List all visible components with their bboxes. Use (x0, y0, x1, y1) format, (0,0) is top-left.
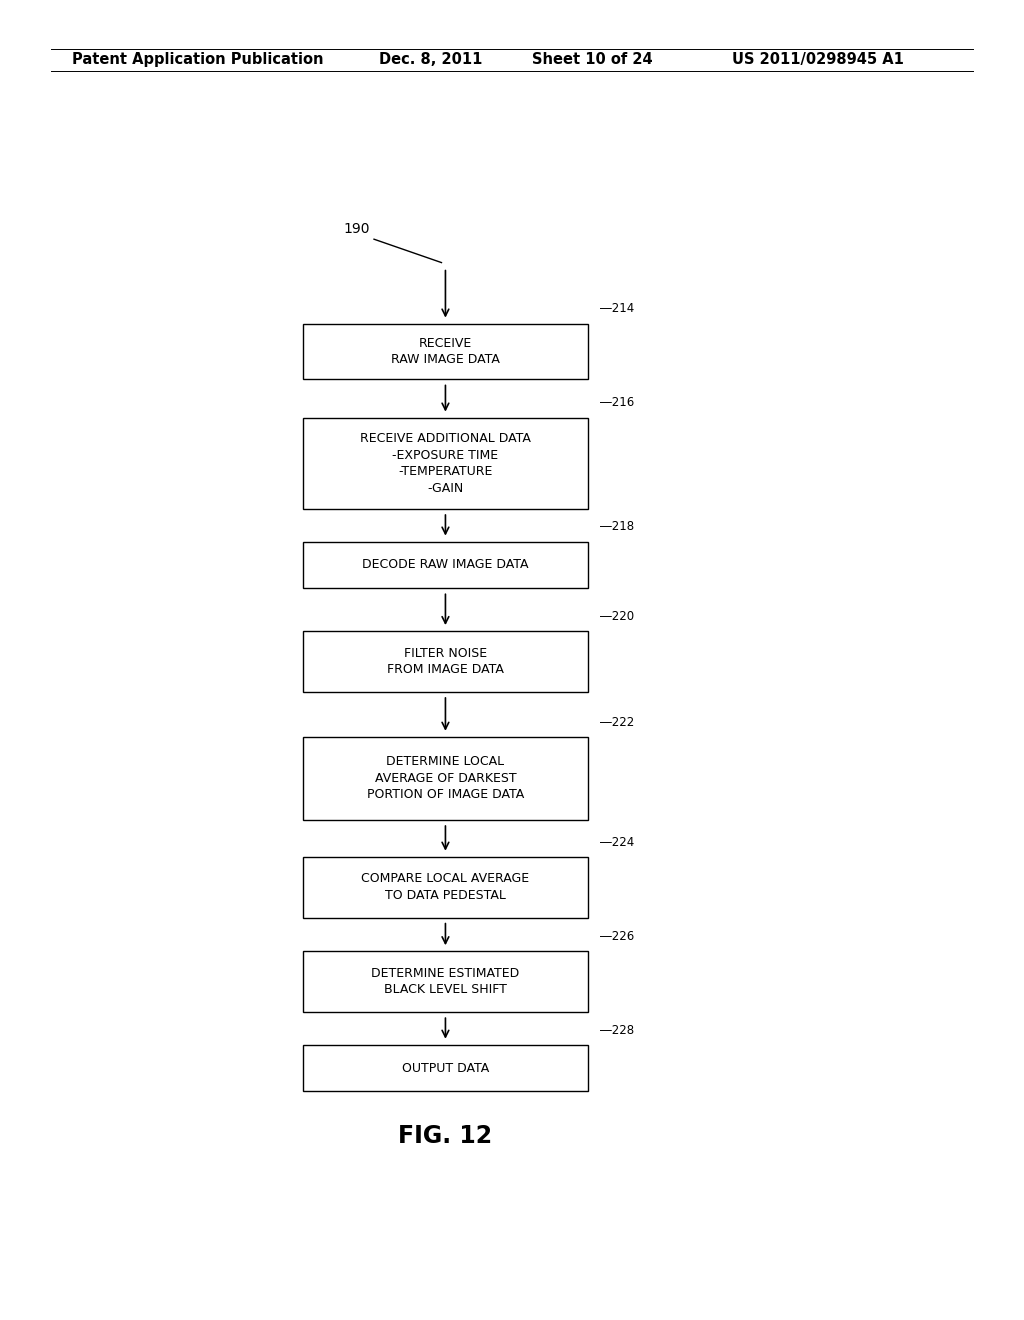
Bar (303, 323, 588, 379)
Bar (303, 417, 588, 510)
Text: ―226: ―226 (600, 931, 635, 942)
Text: COMPARE LOCAL AVERAGE
TO DATA PEDESTAL: COMPARE LOCAL AVERAGE TO DATA PEDESTAL (361, 873, 529, 902)
Text: DETERMINE ESTIMATED
BLACK LEVEL SHIFT: DETERMINE ESTIMATED BLACK LEVEL SHIFT (372, 968, 519, 997)
Bar (303, 541, 588, 589)
Text: ―214: ―214 (600, 302, 635, 315)
Text: OUTPUT DATA: OUTPUT DATA (401, 1061, 489, 1074)
Bar (303, 631, 588, 692)
Text: FIG. 12: FIG. 12 (398, 1125, 493, 1148)
Text: ―224: ―224 (600, 836, 635, 849)
Bar (303, 737, 588, 820)
Text: Dec. 8, 2011: Dec. 8, 2011 (379, 51, 482, 67)
Text: DETERMINE LOCAL
AVERAGE OF DARKEST
PORTION OF IMAGE DATA: DETERMINE LOCAL AVERAGE OF DARKEST PORTI… (367, 755, 524, 801)
Text: ―218: ―218 (600, 520, 634, 533)
Text: US 2011/0298945 A1: US 2011/0298945 A1 (732, 51, 904, 67)
Text: ―228: ―228 (600, 1023, 634, 1036)
Bar (303, 1044, 588, 1092)
Text: FILTER NOISE
FROM IMAGE DATA: FILTER NOISE FROM IMAGE DATA (387, 647, 504, 676)
Bar (303, 857, 588, 917)
Text: Sheet 10 of 24: Sheet 10 of 24 (532, 51, 653, 67)
Text: RECEIVE ADDITIONAL DATA
-EXPOSURE TIME
-TEMPERATURE
-GAIN: RECEIVE ADDITIONAL DATA -EXPOSURE TIME -… (360, 432, 530, 495)
Text: ―220: ―220 (600, 610, 634, 623)
Text: DECODE RAW IMAGE DATA: DECODE RAW IMAGE DATA (362, 558, 528, 572)
Text: ―222: ―222 (600, 715, 635, 729)
Text: 190: 190 (343, 222, 370, 236)
Text: RECEIVE
RAW IMAGE DATA: RECEIVE RAW IMAGE DATA (391, 337, 500, 366)
Text: Patent Application Publication: Patent Application Publication (72, 51, 324, 67)
Bar (303, 952, 588, 1012)
Text: ―216: ―216 (600, 396, 635, 409)
